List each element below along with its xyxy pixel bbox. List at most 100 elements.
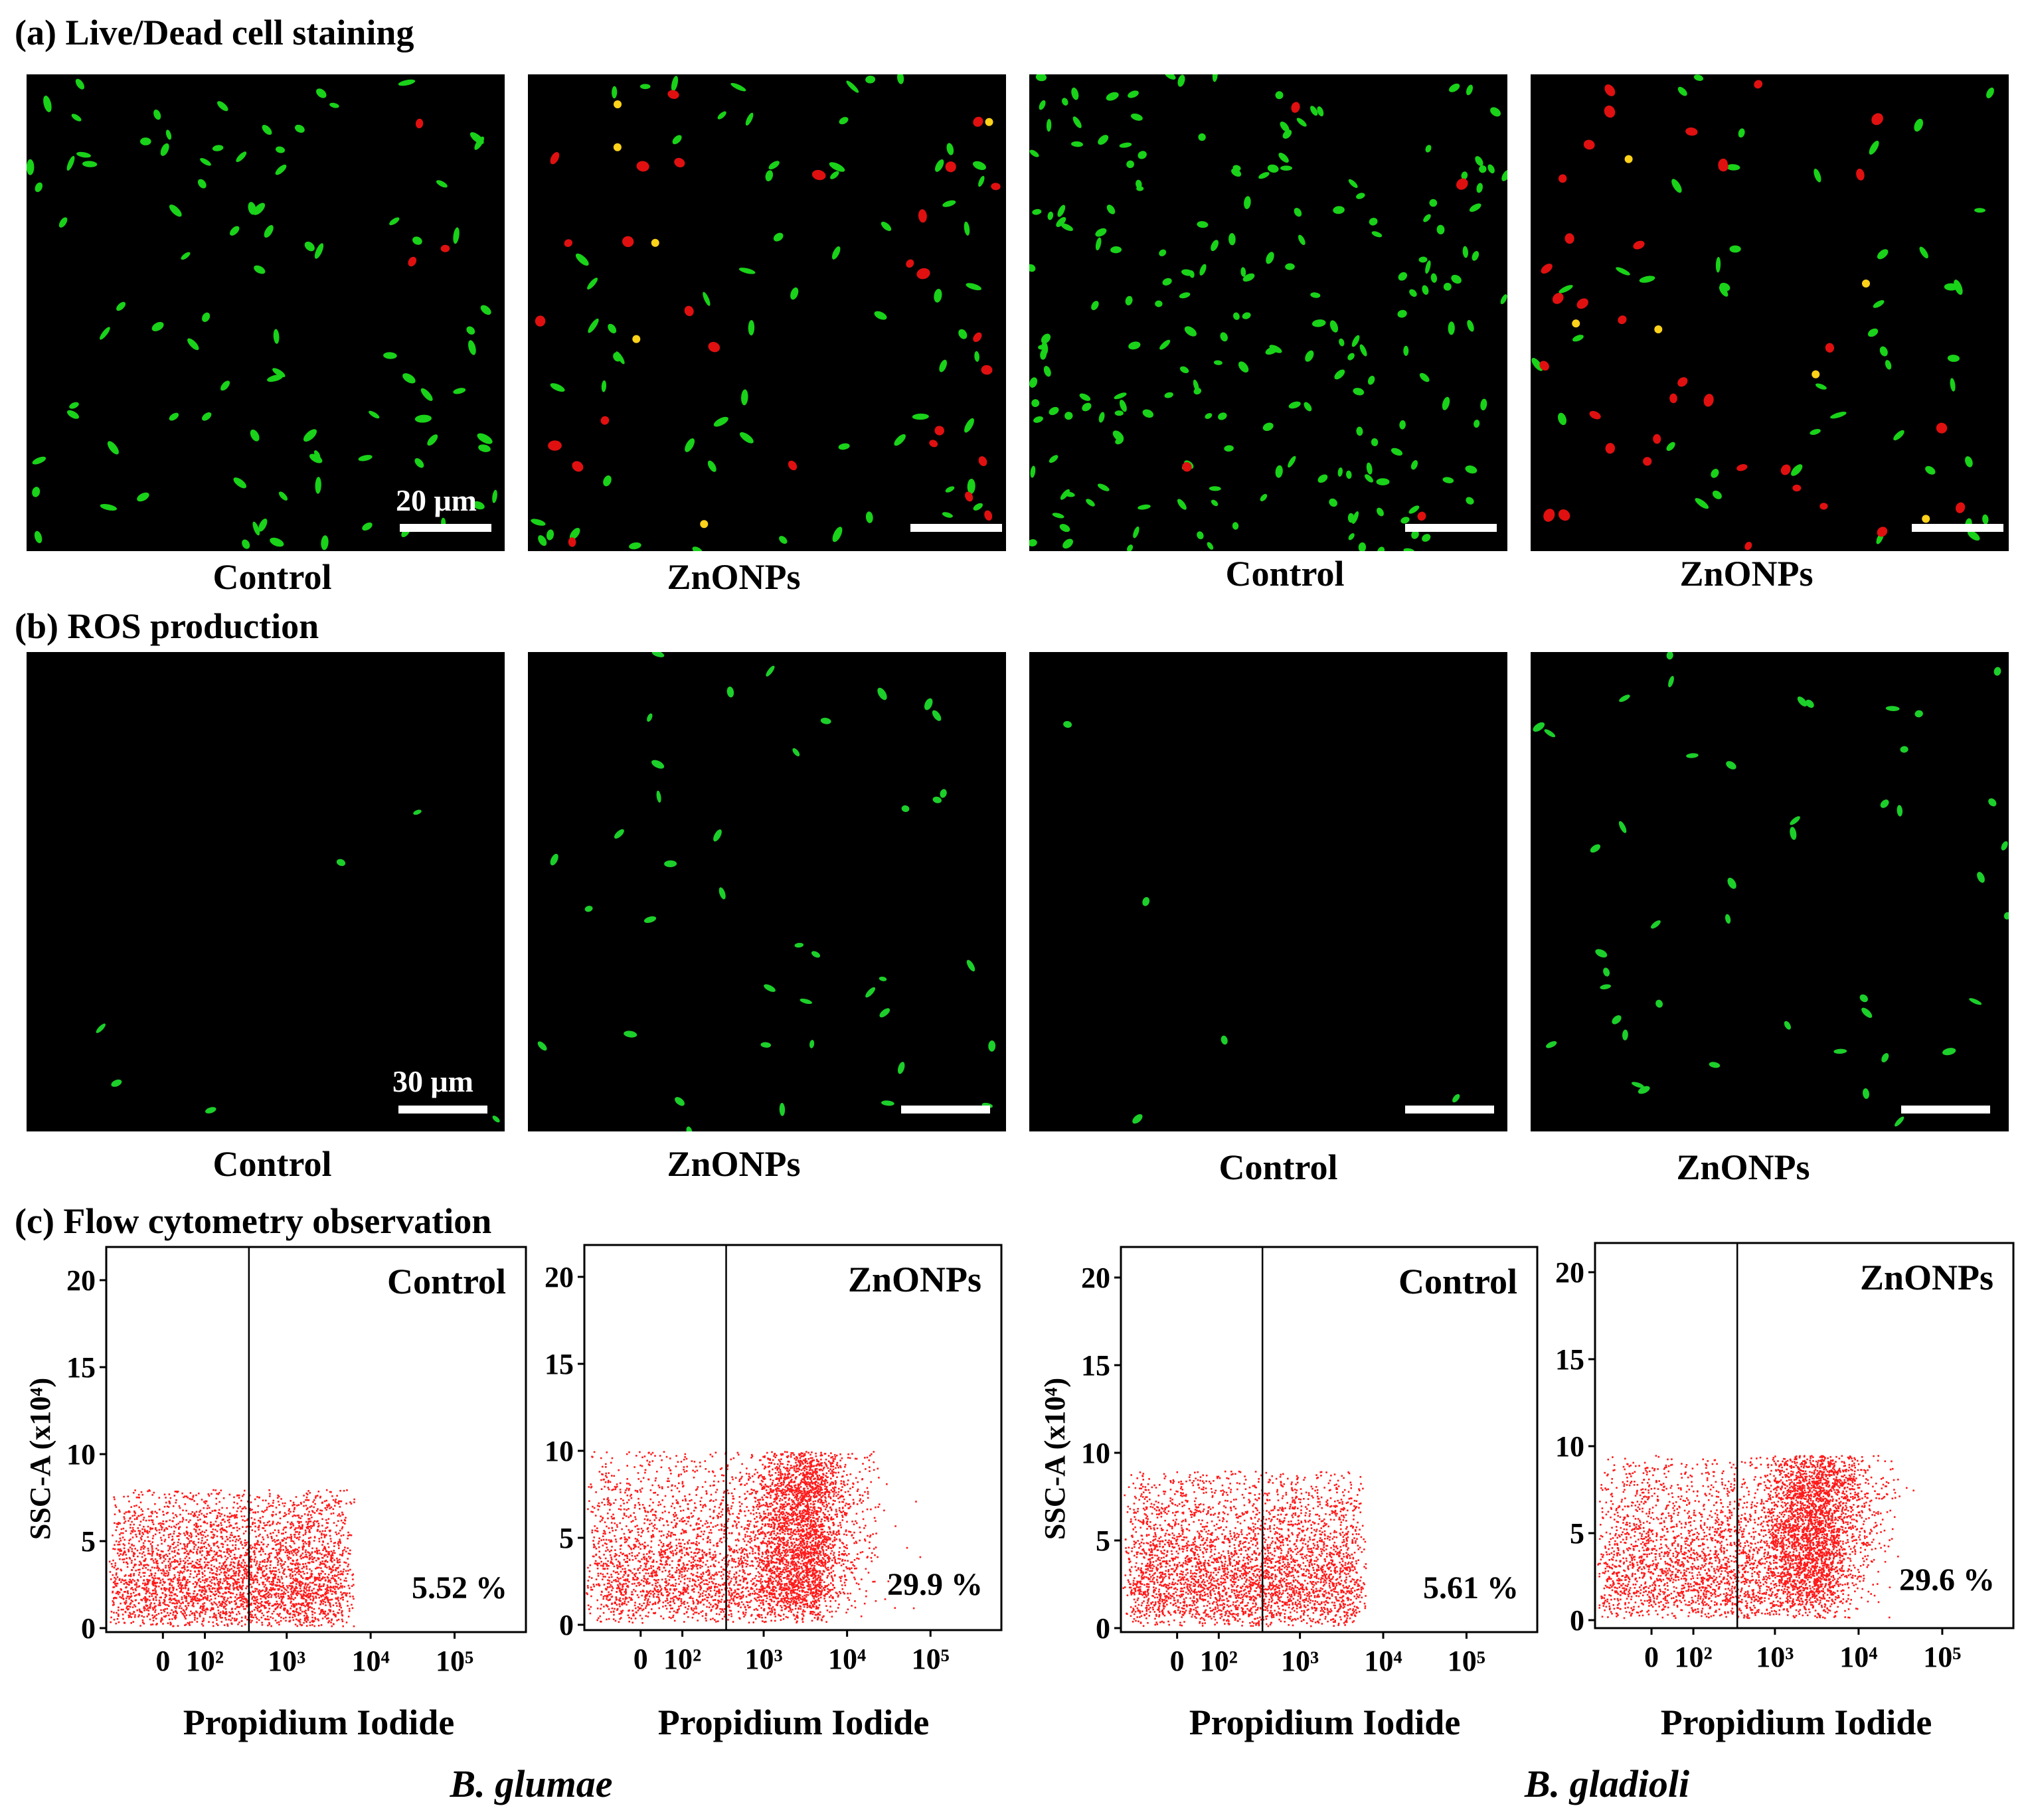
x-tick-label: 10² bbox=[1200, 1645, 1238, 1677]
cell bbox=[453, 388, 466, 394]
cell bbox=[43, 96, 52, 112]
species-label: B. glumae bbox=[450, 1762, 613, 1805]
cell bbox=[82, 161, 98, 167]
cell bbox=[160, 143, 169, 156]
x-tick-label: 10⁴ bbox=[352, 1645, 390, 1677]
cell bbox=[32, 456, 46, 465]
cell bbox=[389, 217, 400, 226]
y-tick-label: 10 bbox=[545, 1435, 574, 1467]
pi-positive-percent: 5.52 % bbox=[412, 1570, 507, 1606]
y-tick-label: 10 bbox=[1555, 1430, 1584, 1463]
cell bbox=[258, 518, 268, 532]
x-tick-label: 10² bbox=[1674, 1641, 1712, 1673]
y-tick-label: 0 bbox=[1570, 1604, 1584, 1637]
cell bbox=[275, 164, 287, 175]
cell bbox=[420, 388, 433, 401]
cell bbox=[321, 535, 329, 550]
cell bbox=[383, 352, 397, 359]
cell bbox=[230, 226, 240, 236]
x-axis-label: Propidium Iodide bbox=[657, 1702, 930, 1742]
cell bbox=[169, 205, 182, 217]
section-a-title: (a) Live/Dead cell staining bbox=[15, 13, 414, 52]
pi-positive-percent: 5.61 % bbox=[1423, 1570, 1519, 1606]
cell bbox=[212, 145, 224, 151]
cell bbox=[67, 410, 79, 419]
cell bbox=[100, 327, 110, 340]
x-tick-label: 10⁵ bbox=[912, 1643, 950, 1675]
y-tick-label: 15 bbox=[66, 1351, 96, 1384]
cell bbox=[316, 88, 327, 98]
cell bbox=[197, 179, 207, 189]
x-tick-label: 0 bbox=[1170, 1645, 1185, 1677]
cell bbox=[116, 301, 126, 311]
x-tick-label: 0 bbox=[1644, 1641, 1659, 1673]
x-axis-label: Propidium Iodide bbox=[183, 1702, 455, 1742]
flow-cytometry-plot: 0 5 10 15 20 0 10² 10³ 10⁴ 10⁵ ZnONPs 29.6 % bbox=[1555, 1242, 2015, 1673]
x-tick-label: 10⁴ bbox=[1839, 1641, 1877, 1673]
cell bbox=[27, 159, 35, 175]
cell bbox=[58, 217, 68, 228]
cell bbox=[398, 79, 416, 86]
cell bbox=[252, 521, 260, 536]
cell bbox=[35, 182, 43, 193]
cell bbox=[304, 241, 315, 252]
cell bbox=[165, 129, 172, 140]
flow-cytometry-plot: 0 5 10 15 20 0 10² 10³ 10⁴ 10⁵ ZnONPs 29.9 % bbox=[545, 1244, 1003, 1675]
live-dead-panel: 20 μm bbox=[27, 74, 505, 551]
cell bbox=[492, 489, 497, 503]
cell bbox=[254, 265, 266, 274]
flow-cytometry-plot: 0 5 10 15 20 0 10² 10³ 10⁴ 10⁵ Control 5.52 % SSC-A … bbox=[24, 1246, 527, 1677]
cell bbox=[295, 124, 305, 133]
cell bbox=[253, 203, 266, 215]
cell bbox=[137, 492, 149, 502]
y-tick-label: 15 bbox=[1081, 1349, 1110, 1382]
plot-condition-label: Control bbox=[387, 1262, 506, 1301]
cell bbox=[314, 243, 324, 259]
cell bbox=[469, 132, 484, 145]
cell bbox=[278, 491, 288, 501]
cell bbox=[76, 151, 91, 158]
x-axis-label: Propidium Iodide bbox=[1660, 1702, 1932, 1742]
y-tick-label: 5 bbox=[81, 1525, 96, 1558]
cell bbox=[236, 151, 247, 163]
cell bbox=[427, 434, 438, 446]
cell bbox=[264, 224, 274, 238]
x-tick-label: 10⁴ bbox=[1364, 1645, 1402, 1677]
cell bbox=[315, 477, 321, 494]
cell bbox=[480, 305, 491, 315]
cell bbox=[66, 155, 75, 171]
x-tick-label: 10⁴ bbox=[828, 1643, 866, 1675]
cell bbox=[202, 312, 211, 322]
x-tick-label: 10³ bbox=[744, 1643, 782, 1675]
cell bbox=[107, 441, 119, 455]
x-tick-label: 10² bbox=[186, 1645, 224, 1677]
flow-cytometry-plot: 0 5 10 15 20 0 10² 10³ 10⁴ 10⁵ Control 5.61 % SSC-A … bbox=[1039, 1246, 1539, 1677]
plot-condition-label: Control bbox=[1398, 1262, 1517, 1301]
y-tick-label: 20 bbox=[545, 1261, 574, 1293]
cell bbox=[233, 477, 247, 489]
cell bbox=[303, 429, 317, 442]
y-axis-label: SSC-A (x10⁴) bbox=[1039, 1378, 1071, 1540]
y-tick-label: 0 bbox=[1096, 1612, 1110, 1645]
species-label: B. gladioli bbox=[1524, 1762, 1690, 1805]
x-axis-label: Propidium Iodide bbox=[1189, 1702, 1461, 1742]
y-tick-label: 15 bbox=[545, 1348, 574, 1380]
pi-positive-percent: 29.6 % bbox=[1899, 1562, 1995, 1598]
cell bbox=[309, 454, 323, 463]
y-tick-label: 20 bbox=[1555, 1256, 1584, 1289]
cell bbox=[436, 180, 448, 188]
cell bbox=[181, 252, 191, 260]
y-tick-label: 0 bbox=[81, 1612, 96, 1645]
y-tick-label: 20 bbox=[66, 1264, 96, 1297]
cell bbox=[75, 78, 84, 90]
y-tick-label: 10 bbox=[66, 1438, 96, 1471]
cell bbox=[71, 114, 82, 122]
y-tick-label: 5 bbox=[559, 1522, 574, 1554]
cell bbox=[329, 102, 339, 108]
cell bbox=[402, 373, 416, 384]
x-tick-label: 10⁵ bbox=[436, 1645, 473, 1677]
x-tick-label: 10³ bbox=[1281, 1645, 1319, 1677]
cell bbox=[369, 410, 380, 419]
x-tick-label: 10³ bbox=[268, 1645, 305, 1677]
